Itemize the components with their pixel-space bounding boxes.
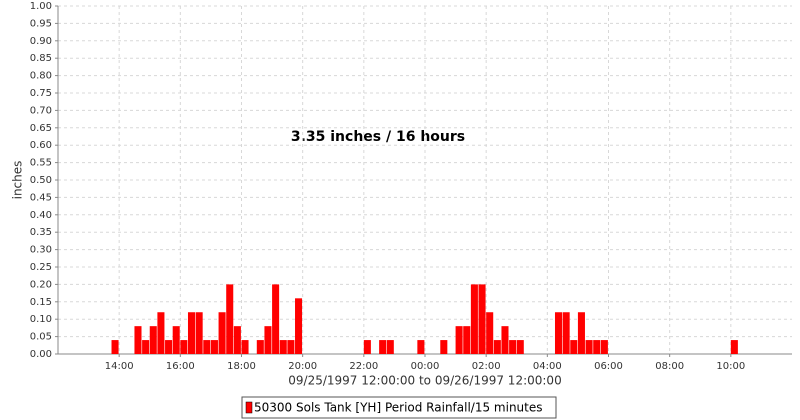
bar [363,340,371,354]
x-tick-label: 00:00 [411,361,440,372]
bar [111,340,119,354]
bar [585,340,593,354]
bar [279,340,287,354]
y-tick-label: 0.50 [30,175,52,186]
bar [486,312,494,354]
y-tick-label: 0.95 [30,18,52,29]
y-tick-label: 0.65 [30,123,52,134]
bar [554,312,563,354]
bar [295,298,303,354]
x-axis-label: 09/25/1997 12:00:00 to 09/26/1997 12:00:… [288,374,561,388]
y-tick-label: 1.00 [30,1,52,12]
y-tick-label: 0.05 [30,332,52,343]
y-tick-label: 0.70 [30,105,52,116]
y-tick-label: 0.25 [30,262,52,273]
y-tick-label: 0.30 [30,245,52,256]
bar [210,340,218,354]
bar [493,340,501,354]
y-axis-label: inches [11,161,25,200]
y-tick-label: 0.85 [30,53,52,64]
bar [149,326,157,354]
x-tick-label: 22:00 [349,361,378,372]
y-tick-label: 0.40 [30,210,52,221]
x-tick-label: 06:00 [594,361,623,372]
y-tick-label: 0.90 [30,36,52,47]
annotation: 3.35 inches / 16 hours [291,129,465,145]
y-tick-label: 0.35 [30,227,52,238]
legend-swatch [245,401,253,414]
y-tick-label: 0.55 [30,158,52,169]
x-tick-label: 20:00 [288,361,317,372]
y-tick-label: 0.80 [30,71,52,82]
x-tick-label: 14:00 [105,361,134,372]
bar [195,312,203,354]
bar [287,340,295,354]
y-tick-label: 0.00 [30,349,52,360]
x-tick-label: 10:00 [716,361,745,372]
bar [379,340,387,354]
bar [440,340,448,354]
y-tick-label: 0.75 [30,88,52,99]
x-tick-label: 04:00 [533,361,562,372]
x-tick-label: 02:00 [472,361,501,372]
bar [134,326,142,354]
y-tick-label: 0.45 [30,192,52,203]
legend [241,396,557,419]
legend-label: 50300 Sols Tank [YH] Period Rainfall/15 … [254,401,543,415]
bar [241,340,249,354]
bar [562,312,570,354]
bar [187,312,196,354]
bar [218,312,226,354]
bar [577,312,585,354]
x-tick-label: 18:00 [227,361,256,372]
x-tick-label: 08:00 [655,361,684,372]
bar [142,340,150,354]
bar [203,340,211,354]
bar [470,284,478,354]
x-tick-label: 16:00 [166,361,195,372]
bar [593,340,601,354]
bar [730,340,738,354]
y-tick-label: 0.15 [30,297,52,308]
bar [226,284,234,354]
bar [570,340,578,354]
bar [272,284,280,354]
bar [463,326,471,354]
bar [600,340,608,354]
y-tick-label: 0.10 [30,314,52,325]
bar [165,340,173,354]
bar [233,326,241,354]
bar [180,340,188,354]
bar [417,340,425,354]
bar [256,340,264,354]
y-tick-label: 0.20 [30,279,52,290]
bar [501,326,509,354]
bar [157,312,165,354]
bar [509,340,517,354]
bar [455,326,463,354]
bar [516,340,524,354]
bar [478,284,486,354]
bar [386,340,394,354]
bar [264,326,272,354]
y-tick-label: 0.60 [30,140,52,151]
bar [172,326,180,354]
